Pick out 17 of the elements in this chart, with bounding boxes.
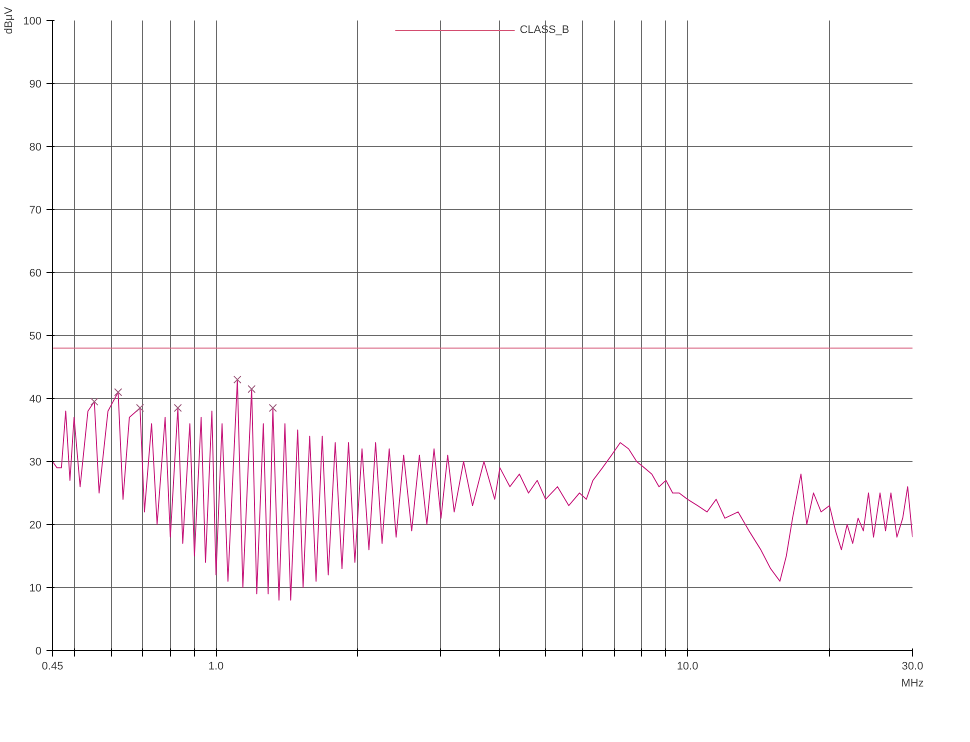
y-tick-label: 30: [29, 456, 42, 468]
x-tick-label: 10.0: [676, 660, 698, 672]
y-tick-label: 70: [29, 204, 42, 216]
y-tick-label: 20: [29, 520, 42, 532]
y-tick-label: 60: [29, 268, 42, 280]
y-tick-label: 10: [29, 582, 42, 594]
x-tick-label: 0.45: [42, 660, 64, 672]
x-tick-label: 1.0: [208, 660, 224, 672]
x-tick-label: 30.0: [902, 660, 924, 672]
y-axis-title: dBμV: [3, 6, 16, 34]
y-tick-label: 100: [23, 16, 42, 28]
y-tick-label: 50: [29, 330, 42, 342]
x-axis-title: MHz: [901, 678, 924, 690]
y-tick-label: 40: [29, 394, 42, 406]
y-tick-label: 80: [29, 142, 42, 154]
y-tick-label: 90: [29, 78, 42, 90]
y-tick-label: 0: [35, 646, 42, 658]
